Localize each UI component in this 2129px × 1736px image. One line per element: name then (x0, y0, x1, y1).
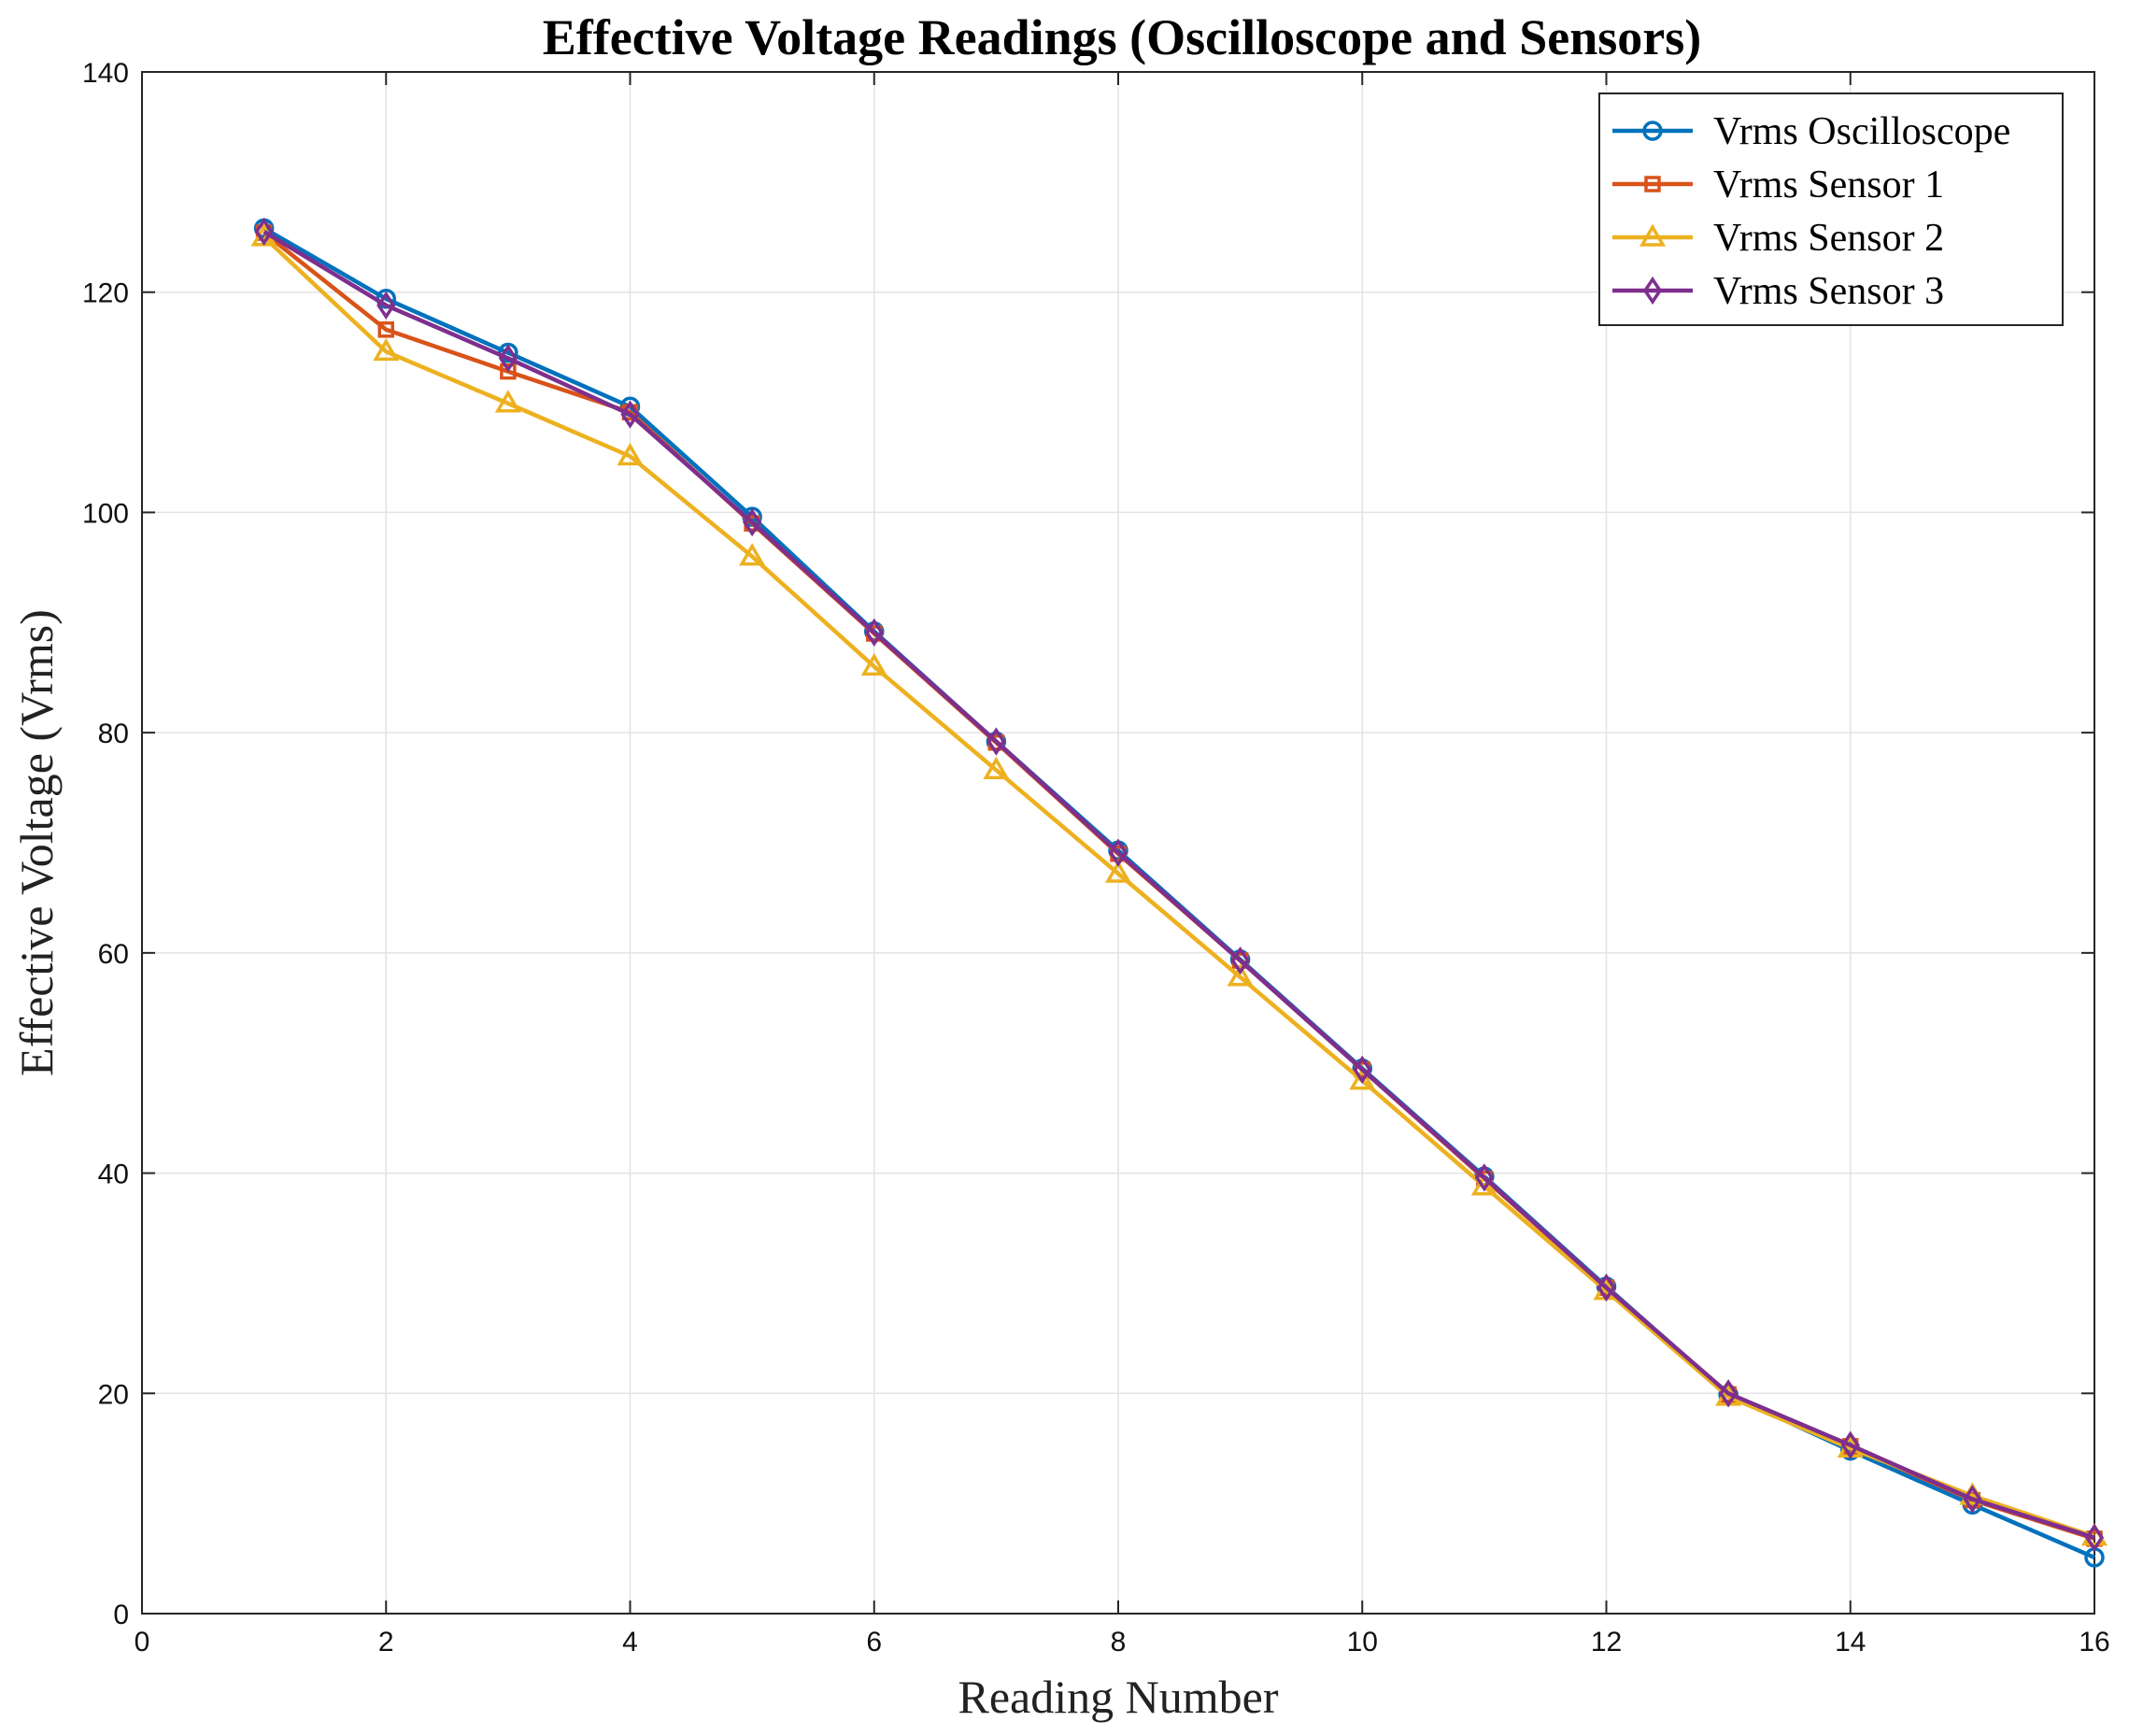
axis-ticks: 0 2 4 6 8 10 12 14 16 0 20 40 60 80 100 120 140 (82, 58, 2110, 1658)
x-tick-label: 10 (1347, 1627, 1378, 1658)
data-point (1963, 1485, 1982, 1514)
y-tick-label: 40 (98, 1160, 129, 1190)
y-tick-label: 140 (82, 58, 129, 89)
legend-marker (1644, 176, 1661, 192)
y-tick-label: 100 (82, 498, 129, 529)
y-tick-label: 120 (82, 278, 129, 309)
legend: Vrms Oscilloscope Vrms Sensor 1 Vrms Senso… (1598, 92, 2064, 326)
data-point (377, 321, 394, 338)
x-axis-label: Reading Number (958, 1671, 1279, 1723)
legend-label: Vrms Oscilloscope (1713, 110, 2010, 153)
legend-item: Vrms Sensor 1 (1612, 164, 1944, 206)
legend-label: Vrms Sensor 1 (1713, 164, 1944, 206)
data-point (1230, 946, 1250, 975)
legend-marker (1639, 223, 1667, 247)
series-layer (250, 217, 2108, 1568)
legend-marker (1642, 121, 1663, 141)
data-point (1474, 1163, 1494, 1192)
legend-label: Vrms Sensor 2 (1713, 217, 1944, 260)
y-tick-label: 60 (98, 939, 129, 970)
data-point (1227, 963, 1254, 987)
x-tick-label: 12 (1591, 1627, 1622, 1658)
legend-marker (1642, 276, 1663, 306)
data-point (1840, 1430, 1860, 1459)
data-point (864, 618, 884, 647)
data-point (1104, 860, 1132, 883)
y-axis-label: Effective Voltage (Vrms) (10, 609, 63, 1076)
data-point (743, 507, 762, 537)
y-tick-label: 0 (113, 1600, 129, 1630)
y-tick-label: 80 (98, 719, 129, 749)
data-point (494, 390, 521, 413)
x-tick-label: 6 (866, 1627, 882, 1658)
legend-label: Vrms Sensor 3 (1713, 270, 1944, 313)
x-tick-label: 4 (622, 1627, 638, 1658)
series-line (263, 235, 2095, 1539)
data-point (1349, 1067, 1376, 1090)
data-point (986, 727, 1006, 756)
data-point (1597, 1273, 1616, 1302)
data-point (254, 217, 274, 247)
x-tick-label: 2 (378, 1627, 394, 1658)
legend-item: Vrms Sensor 3 (1612, 270, 1944, 313)
data-point (1108, 838, 1128, 867)
data-point (983, 756, 1010, 779)
data-point (1353, 1055, 1372, 1084)
data-point (500, 363, 517, 380)
x-tick-label: 14 (1835, 1627, 1866, 1658)
x-tick-label: 16 (2079, 1627, 2109, 1658)
data-point (373, 337, 400, 362)
x-tick-label: 8 (1111, 1627, 1127, 1658)
data-point (1719, 1379, 1739, 1408)
series-line (263, 229, 2095, 1540)
chart-title: Effective Voltage Readings (Oscilloscope… (543, 9, 1701, 65)
plot-frame (141, 71, 2095, 1615)
data-point (739, 543, 766, 566)
x-tick-label: 0 (135, 1627, 150, 1658)
data-point (376, 291, 396, 320)
data-point (498, 344, 518, 373)
data-point (2084, 1523, 2105, 1552)
series-diamond (254, 217, 2105, 1552)
legend-item: Vrms Oscilloscope (1612, 110, 2010, 153)
data-point (617, 442, 644, 466)
grid-lines (142, 72, 2094, 1614)
data-point (860, 652, 887, 676)
y-tick-label: 20 (98, 1379, 129, 1410)
legend-item: Vrms Sensor 2 (1612, 217, 1944, 260)
data-point (620, 400, 640, 429)
